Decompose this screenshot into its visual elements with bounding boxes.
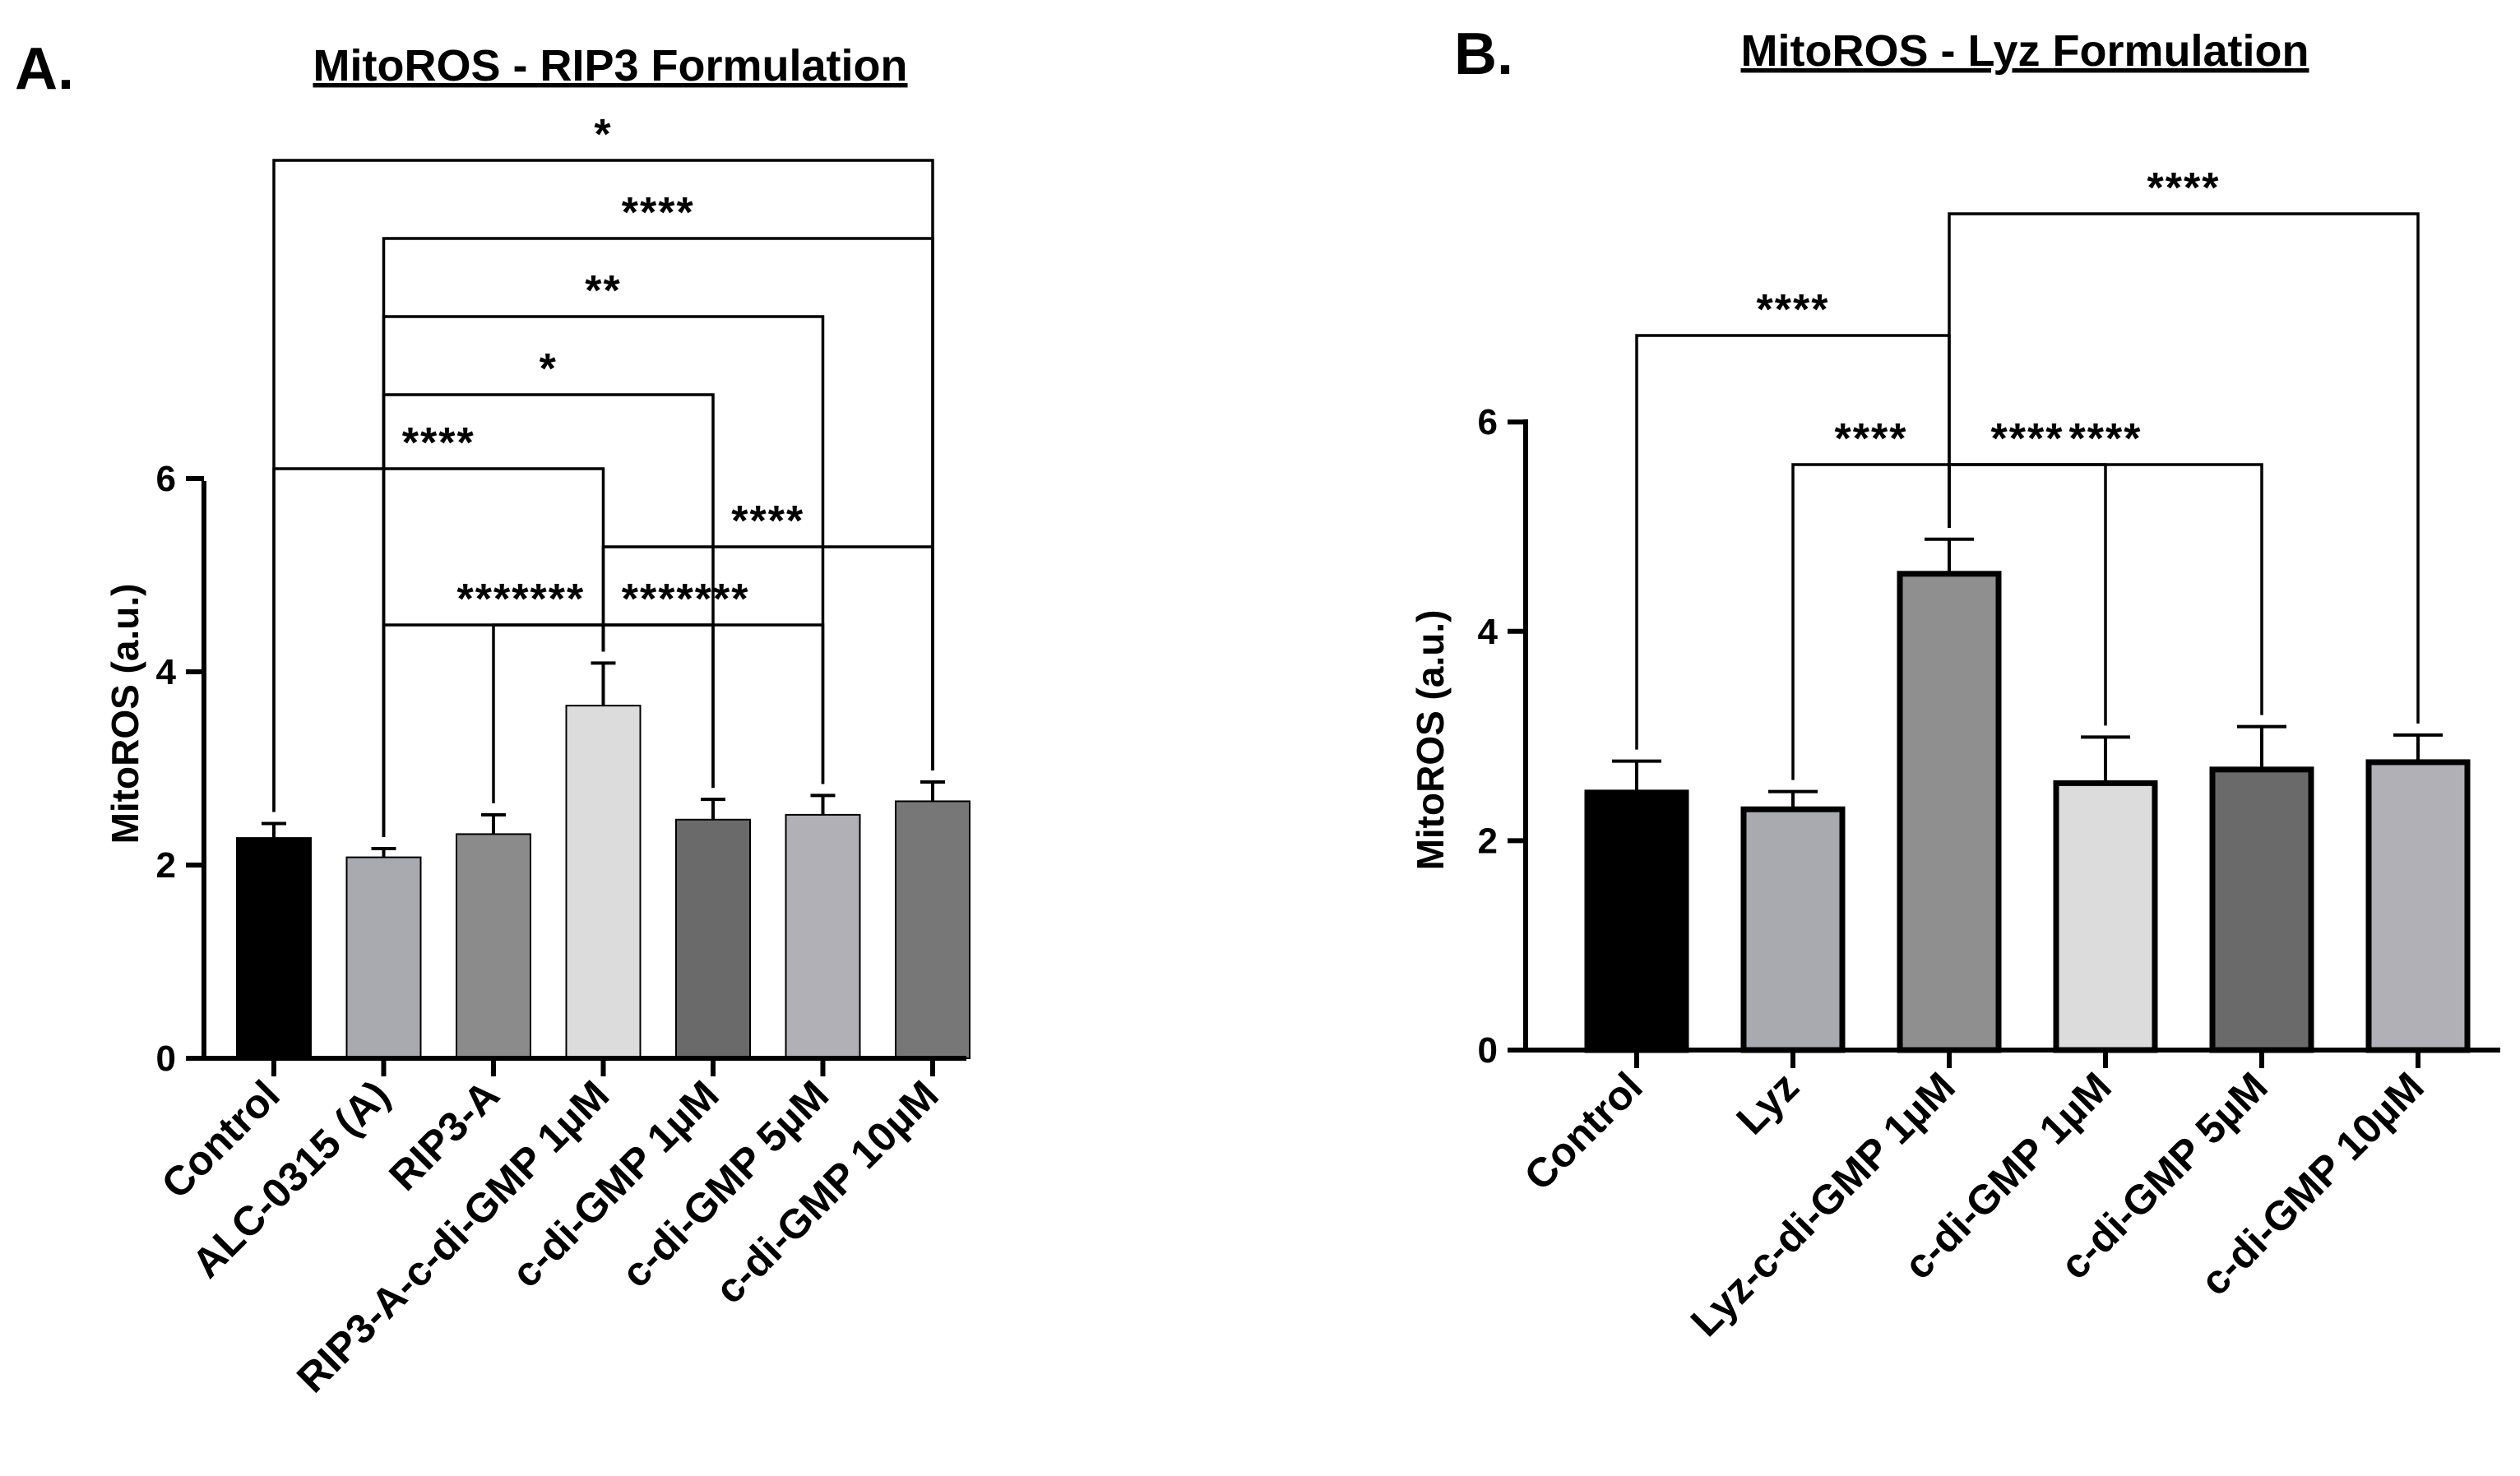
significance-label: * — [594, 111, 612, 159]
panel-a-error-bars — [262, 661, 945, 1076]
significance-label: **** — [622, 576, 695, 623]
bar — [785, 813, 861, 1060]
significance-bracket — [382, 393, 715, 838]
panel-a-title: MitoROS - RIP3 Formulation — [313, 41, 908, 90]
y-tick-label: 4 — [1478, 612, 1499, 652]
bar — [345, 856, 422, 1059]
x-tick-label: Lyz-c-di-GMP 1µM — [1682, 1063, 1964, 1345]
panel-b: B. MitoROS - Lyz Formulation MitoROS (a.… — [1409, 21, 2500, 1345]
bar — [2053, 780, 2158, 1053]
bar — [2365, 759, 2471, 1053]
bar — [2209, 766, 2314, 1053]
bar — [1584, 789, 1689, 1053]
significance-label: **** — [402, 419, 475, 467]
significance-bracket — [272, 467, 605, 812]
bar — [456, 833, 531, 1060]
y-tick-label: 2 — [156, 845, 176, 886]
significance-label: **** — [1835, 415, 1908, 463]
y-tick-label: 0 — [156, 1039, 176, 1079]
significance-bracket — [601, 545, 934, 770]
significance-label: **** — [457, 576, 530, 623]
panel-b-bars — [1584, 571, 2471, 1053]
panel-b-y-ticks: 0 2 4 6 — [1478, 402, 1526, 1071]
panel-a: A. MitoROS - RIP3 Formulation MitoROS (a… — [15, 36, 970, 1401]
panel-b-title: MitoROS - Lyz Formulation — [1741, 26, 2309, 76]
bar — [1897, 571, 2002, 1053]
significance-label: **** — [2147, 164, 2221, 212]
panel-a-y-ticks: 0 2 4 6 — [156, 459, 204, 1079]
significance-label: **** — [1757, 286, 1830, 334]
significance-label: **** — [622, 189, 695, 237]
bar — [565, 705, 642, 1059]
panel-b-significance-brackets: **************** **** — [1635, 164, 2420, 780]
bar — [236, 837, 312, 1059]
significance-label: **** — [512, 576, 585, 623]
significance-label: ** — [585, 267, 621, 315]
x-tick-label: ALC-0315 (A) — [183, 1071, 399, 1287]
significance-bracket — [382, 237, 934, 838]
significance-bracket — [1635, 334, 1951, 750]
significance-label: **** — [1991, 415, 2064, 463]
bar — [675, 818, 751, 1060]
panel-a-bars — [236, 705, 970, 1060]
panel-a-y-axis-label: MitoROS (a.u.) — [104, 584, 146, 844]
significance-bracket — [601, 623, 825, 784]
panel-b-letter: B. — [1454, 21, 1513, 87]
significance-label: **** — [2069, 415, 2142, 463]
bar — [895, 800, 970, 1059]
panel-a-significance-brackets: ******************** ******** **** — [272, 111, 934, 838]
y-tick-label: 6 — [1478, 402, 1498, 442]
y-tick-label: 2 — [1478, 821, 1498, 861]
bar — [1740, 806, 1846, 1053]
x-tick-label: Lyz — [1728, 1063, 1808, 1143]
significance-bracket — [1948, 212, 2420, 724]
significance-label: * — [540, 345, 558, 393]
significance-bracket — [1948, 463, 2263, 715]
panel-b-y-axis-label: MitoROS (a.u.) — [1409, 610, 1452, 871]
significance-label: **** — [731, 497, 804, 545]
panel-b-error-bars — [1612, 537, 2443, 1068]
panel-a-letter: A. — [15, 36, 74, 102]
y-tick-label: 0 — [1478, 1030, 1498, 1071]
y-tick-label: 6 — [156, 459, 176, 499]
x-tick-label: Control — [1516, 1063, 1651, 1199]
y-tick-label: 4 — [156, 652, 177, 692]
significance-label: **** — [677, 576, 750, 623]
